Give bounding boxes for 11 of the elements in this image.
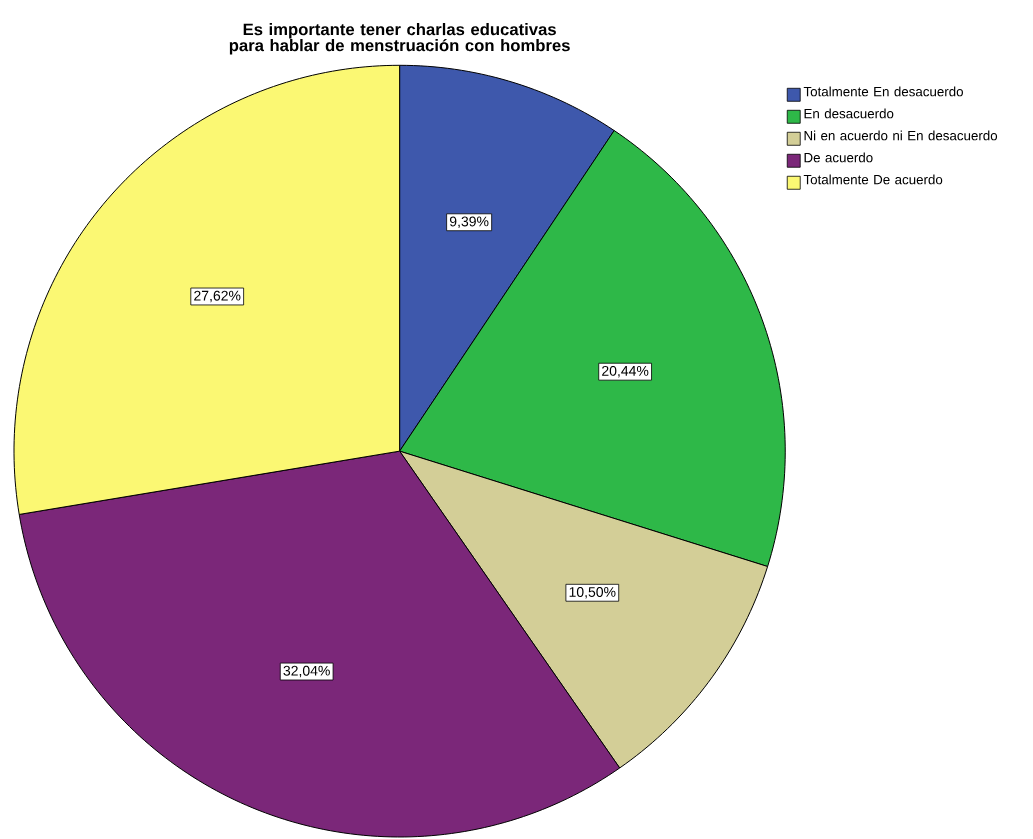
data-label: 10,50%	[569, 586, 616, 599]
legend-label: Totalmente De acuerdo	[803, 174, 943, 185]
data-label: 27,62%	[194, 290, 241, 303]
chart-title: Es importante tener charlas educativas para hablar de menstruación con hombres	[229, 23, 570, 55]
legend-label: Totalmente En desacuerdo	[803, 86, 963, 97]
legend-label: Ni en acuerdo ni En desacuerdo	[804, 130, 998, 141]
data-label: 20,44%	[602, 365, 649, 378]
data-label: 9,39%	[449, 216, 489, 229]
legend-label: En desacuerdo	[804, 108, 894, 119]
data-label: 32,04%	[283, 665, 330, 678]
legend-label: De acuerdo	[804, 152, 873, 163]
